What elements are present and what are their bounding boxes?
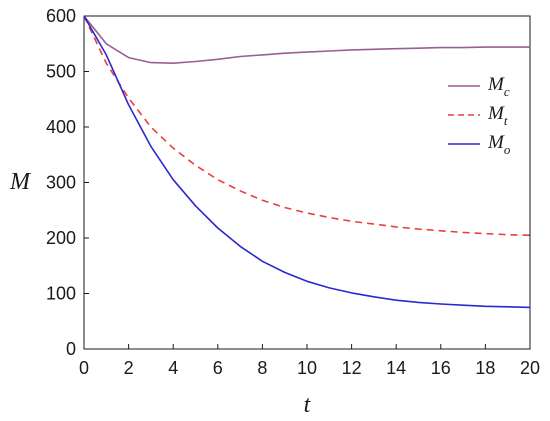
legend-entry-name: M [487, 132, 505, 153]
x-tick-label: 8 [257, 358, 267, 378]
legend-entry-name: M [487, 74, 505, 95]
series-line-M-t [83, 15, 531, 236]
plot-area [83, 15, 531, 350]
series-line-M-c [83, 15, 530, 65]
y-axis-label: M [9, 169, 32, 195]
x-axis-label: t [304, 392, 312, 418]
x-tick-label: 18 [475, 358, 495, 378]
y-tick-label: 0 [66, 339, 76, 359]
x-tick-label: 2 [124, 358, 134, 378]
series-line-M-o [83, 15, 531, 309]
x-tick-label: 12 [342, 358, 362, 378]
y-tick-label: 400 [46, 117, 76, 137]
x-tick-label: 10 [297, 358, 317, 378]
x-tick-label: 6 [213, 358, 223, 378]
y-tick-label: 300 [46, 173, 76, 193]
x-tick-label: 0 [79, 358, 89, 378]
x-tick-label: 4 [168, 358, 178, 378]
x-tick-label: 14 [386, 358, 406, 378]
legend-entry-subscript: t [504, 113, 508, 128]
x-tick-label: 16 [431, 358, 451, 378]
legend-entry-label: Mt [487, 103, 508, 128]
x-tick-label: 20 [520, 358, 540, 378]
y-tick-label: 600 [46, 6, 76, 26]
series-layer [83, 15, 531, 309]
y-tick-label: 100 [46, 284, 76, 304]
x-axis-ticks: 0 2 4 6 8 10 12 14 16 18 20 [79, 344, 540, 378]
legend-entry-label: Mo [487, 132, 511, 157]
y-tick-label: 500 [46, 62, 76, 82]
y-tick-label: 200 [46, 228, 76, 248]
y-axis-ticks: 0 100 200 300 400 500 600 [46, 6, 89, 359]
legend-entry-subscript: o [504, 142, 511, 157]
legend-entry-subscript: c [504, 84, 510, 99]
legend-entry-label: Mc [487, 74, 510, 99]
legend-entry-name: M [487, 103, 505, 124]
